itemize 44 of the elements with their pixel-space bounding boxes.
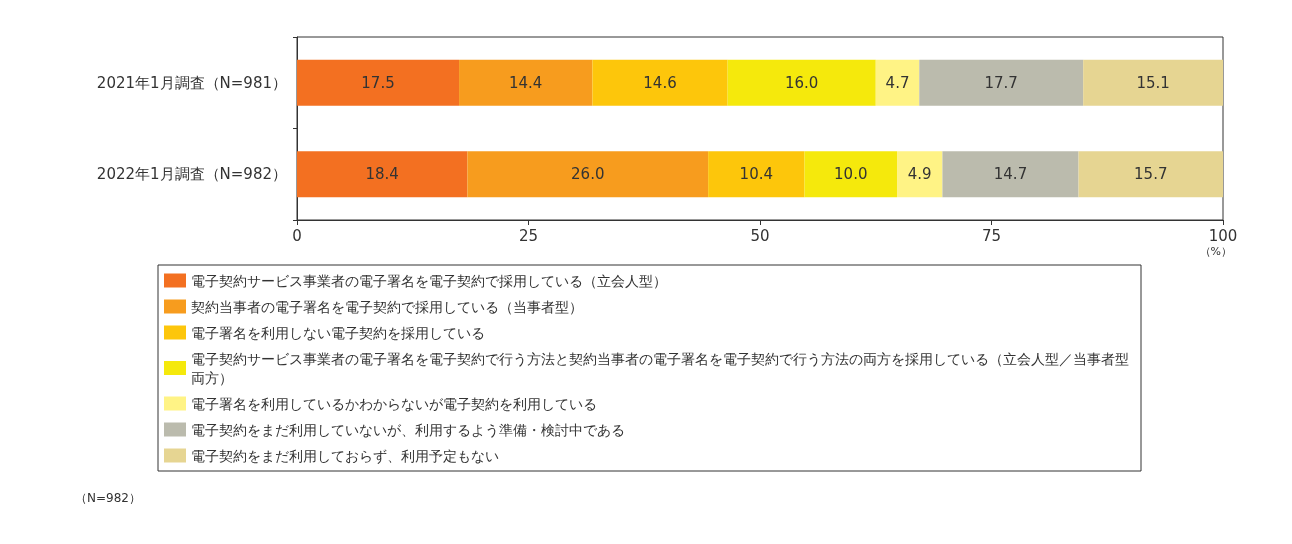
legend-label: 電子契約をまだ利用しておらず、利用予定もない (191, 447, 499, 464)
legend-label: 電子契約をまだ利用していないが、利用するよう準備・検討中である (191, 421, 625, 438)
data-label: 16.0 (784, 73, 819, 92)
legend-label: 電子契約サービス事業者の電子署名を電子契約で採用している（立会人型） (191, 272, 667, 289)
data-label: 14.7 (993, 165, 1028, 184)
legend-label: 電子署名を利用しない電子契約を採用している (191, 324, 485, 341)
bar (592, 59, 728, 106)
legend-label: 契約当事者の電子署名を電子契約で採用している（当事者型） (191, 298, 583, 315)
data-label: 26.0 (571, 165, 605, 184)
x-tick-label: 75 (981, 226, 1002, 245)
y-tick-label: 2022年1月調査（N=982） (96, 165, 287, 184)
bar (1083, 59, 1223, 106)
bar (942, 151, 1079, 198)
bar (708, 151, 805, 198)
bar (459, 59, 593, 106)
data-label: 17.7 (984, 73, 1018, 92)
x-tick-label: 25 (518, 226, 539, 245)
bar (727, 59, 876, 106)
x-axis-title: （%） (1199, 245, 1232, 258)
legend-label: 電子契約サービス事業者の電子署名を電子契約で行う方法と契約当事者の電子署名を電子契約で行う方法の両方を採用している（立会人型／当事者型両方） (191, 350, 1129, 386)
x-tick-label: 0 (292, 226, 302, 245)
bar (467, 151, 709, 198)
bar (1078, 151, 1223, 198)
data-label: 10.0 (834, 165, 868, 184)
y-tick-label: 2021年1月調査（N=981） (96, 73, 287, 92)
data-label: 4.9 (907, 165, 932, 184)
bar (804, 151, 898, 198)
data-label: 17.5 (361, 73, 395, 92)
bar (919, 59, 1084, 106)
text: （N=982） (75, 491, 141, 505)
data-label: 15.7 (1134, 165, 1168, 184)
data-label: 14.4 (509, 73, 543, 92)
legend-label: 電子署名を利用しているかわからないが電子契約を利用している (191, 395, 597, 412)
x-tick-label: 50 (750, 226, 770, 245)
data-label: 18.4 (365, 165, 399, 184)
data-label: 15.1 (1136, 73, 1170, 92)
data-label: 14.6 (643, 73, 677, 92)
bar (875, 59, 920, 106)
bar (297, 151, 468, 198)
data-label: 4.7 (885, 73, 910, 92)
data-label: 10.4 (739, 165, 773, 184)
bar (897, 151, 943, 198)
bar (297, 59, 460, 106)
x-tick-label: 100 (1208, 226, 1238, 245)
